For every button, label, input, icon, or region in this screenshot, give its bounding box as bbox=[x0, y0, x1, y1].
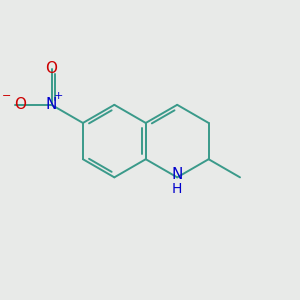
Text: N: N bbox=[46, 97, 57, 112]
Text: O: O bbox=[46, 61, 58, 76]
Text: N: N bbox=[172, 167, 183, 182]
Text: +: + bbox=[54, 91, 64, 101]
Text: O: O bbox=[14, 97, 26, 112]
Text: H: H bbox=[172, 182, 182, 196]
Text: −: − bbox=[2, 91, 12, 101]
